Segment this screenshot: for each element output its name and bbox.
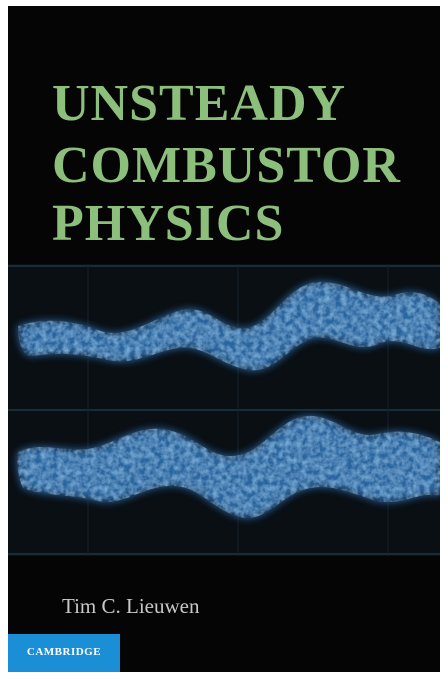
title-line: PHYSICS	[52, 198, 284, 250]
author: Tim C. Lieuwen	[62, 594, 199, 619]
flame-image	[8, 264, 440, 556]
page: UNSTEADY COMBUSTOR PHYSICS Tim C. Lieuwe…	[0, 0, 448, 679]
title-line: COMBUSTOR	[52, 140, 401, 192]
publisher: CAMBRIDGE	[8, 646, 120, 658]
publisher-badge: CAMBRIDGE	[8, 634, 120, 672]
book-cover: UNSTEADY COMBUSTOR PHYSICS Tim C. Lieuwe…	[8, 6, 440, 672]
title-line: UNSTEADY	[52, 78, 346, 130]
